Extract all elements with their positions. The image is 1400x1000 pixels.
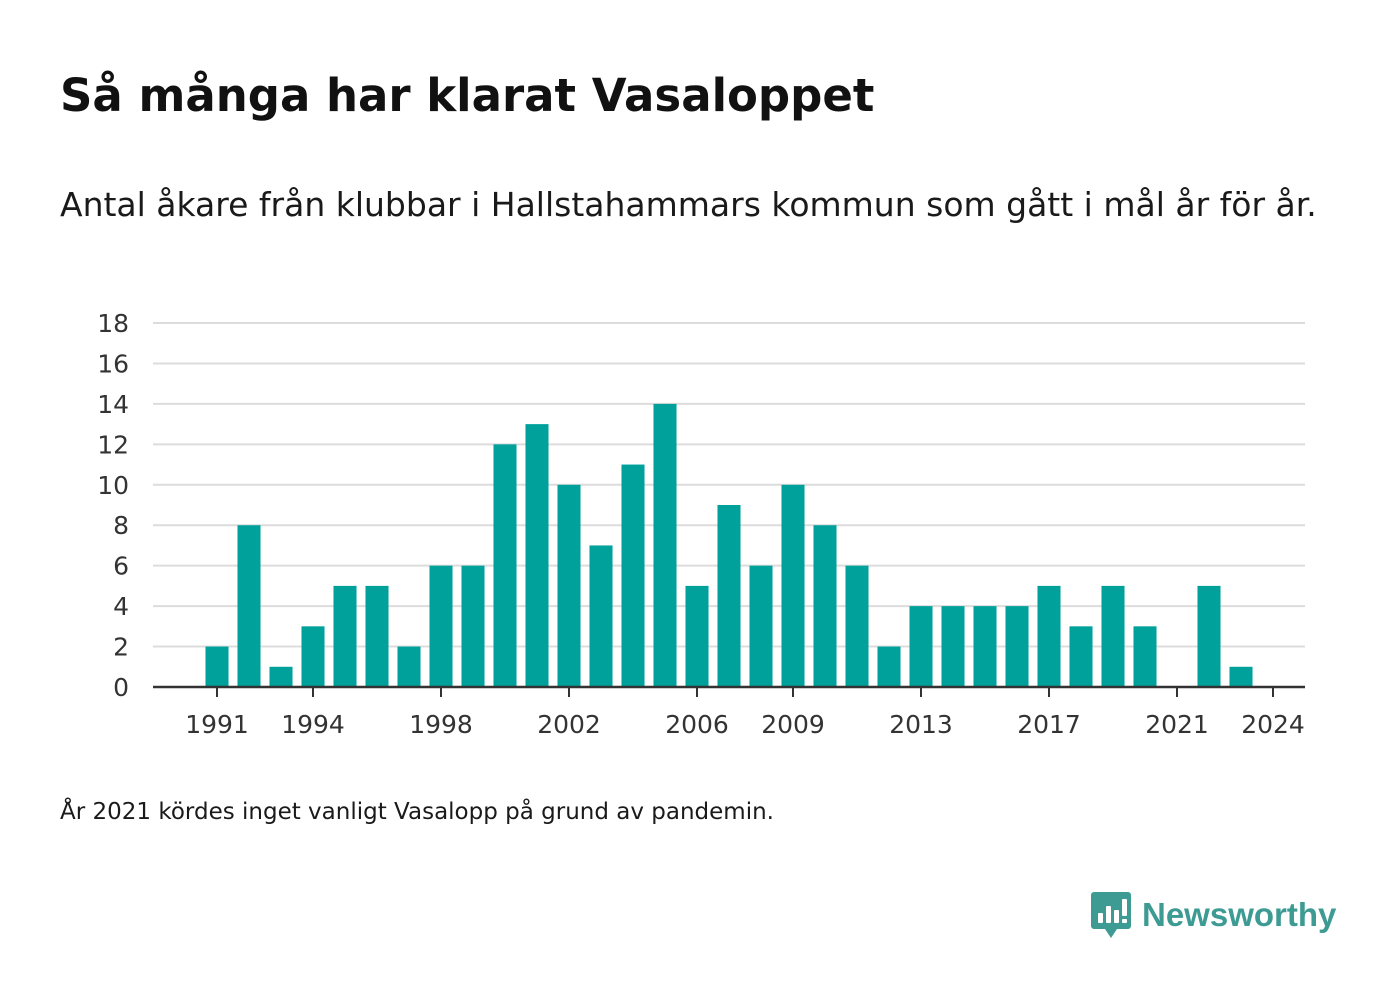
bar-2019 xyxy=(1101,585,1125,687)
y-tick-label: 14 xyxy=(97,390,129,419)
bar-2005 xyxy=(653,403,677,687)
bar-1991 xyxy=(205,646,229,687)
bar-2001 xyxy=(525,424,549,687)
bar-1992 xyxy=(237,525,261,687)
bar-2013 xyxy=(909,606,933,687)
x-tick-label: 2006 xyxy=(665,710,729,739)
bar-chart: 0 2 4 6 8 10 12 14 16 18 1991 1994 1998 2002 2006 2009… xyxy=(97,309,1305,739)
bar-1998 xyxy=(429,565,453,687)
x-tick-label: 2013 xyxy=(889,710,953,739)
bar-2016 xyxy=(1005,606,1029,687)
x-tick-label: 2017 xyxy=(1017,710,1081,739)
y-tick-label: 16 xyxy=(97,349,129,378)
x-tick-label: 2009 xyxy=(761,710,825,739)
bar-2006 xyxy=(685,585,709,687)
x-tick-label: 1991 xyxy=(185,710,249,739)
bar-1994 xyxy=(301,626,325,687)
y-tick-label: 18 xyxy=(97,309,129,338)
bar-1993 xyxy=(269,666,293,687)
x-tick-label: 2021 xyxy=(1145,710,1209,739)
y-tick-label: 12 xyxy=(97,430,129,459)
bar-1999 xyxy=(461,565,485,687)
chart-subtitle: Antal åkare från klubbar i Hallstahammar… xyxy=(60,185,1317,224)
bar-2015 xyxy=(973,606,997,687)
bar-2008 xyxy=(749,565,773,687)
bar-2020 xyxy=(1133,626,1157,687)
bar-1995 xyxy=(333,585,357,687)
bar-2018 xyxy=(1069,626,1093,687)
bar-2009 xyxy=(781,484,805,687)
bar-2002 xyxy=(557,484,581,687)
newsworthy-logo-icon xyxy=(1091,892,1131,938)
bar-2023 xyxy=(1229,666,1253,687)
bars xyxy=(205,403,1253,687)
bar-2010 xyxy=(813,525,837,687)
bar-2004 xyxy=(621,464,645,687)
logo-text: Newsworthy xyxy=(1142,896,1337,933)
x-axis xyxy=(153,685,1305,697)
x-tick-label: 2002 xyxy=(537,710,601,739)
y-tick-label: 2 xyxy=(113,633,129,662)
y-tick-label: 10 xyxy=(97,471,129,500)
bar-2000 xyxy=(493,444,517,687)
bar-2012 xyxy=(877,646,901,687)
y-tick-label: 6 xyxy=(113,552,129,581)
newsworthy-logo[interactable]: Newsworthy xyxy=(1090,890,1336,940)
y-tick-label: 4 xyxy=(113,592,129,621)
y-tick-label: 8 xyxy=(113,511,129,540)
y-axis-tick-labels: 0 2 4 6 8 10 12 14 16 18 xyxy=(97,309,129,702)
bar-2017 xyxy=(1037,585,1061,687)
bar-1997 xyxy=(397,646,421,687)
bar-2022 xyxy=(1197,585,1221,687)
x-tick-label: 1998 xyxy=(409,710,473,739)
x-axis-tick-labels: 1991 1994 1998 2002 2006 2009 2013 2017 2021 2024 xyxy=(185,710,1305,739)
bar-2007 xyxy=(717,505,741,687)
y-tick-label: 0 xyxy=(113,673,129,702)
bar-2014 xyxy=(941,606,965,687)
footnote: År 2021 kördes inget vanligt Vasalopp på… xyxy=(60,799,774,825)
x-tick-label: 1994 xyxy=(281,710,345,739)
bar-1996 xyxy=(365,585,389,687)
bar-2011 xyxy=(845,565,869,687)
x-tick-label: 2024 xyxy=(1241,710,1305,739)
chart-title: Så många har klarat Vasaloppet xyxy=(60,69,875,122)
bar-2003 xyxy=(589,545,613,687)
